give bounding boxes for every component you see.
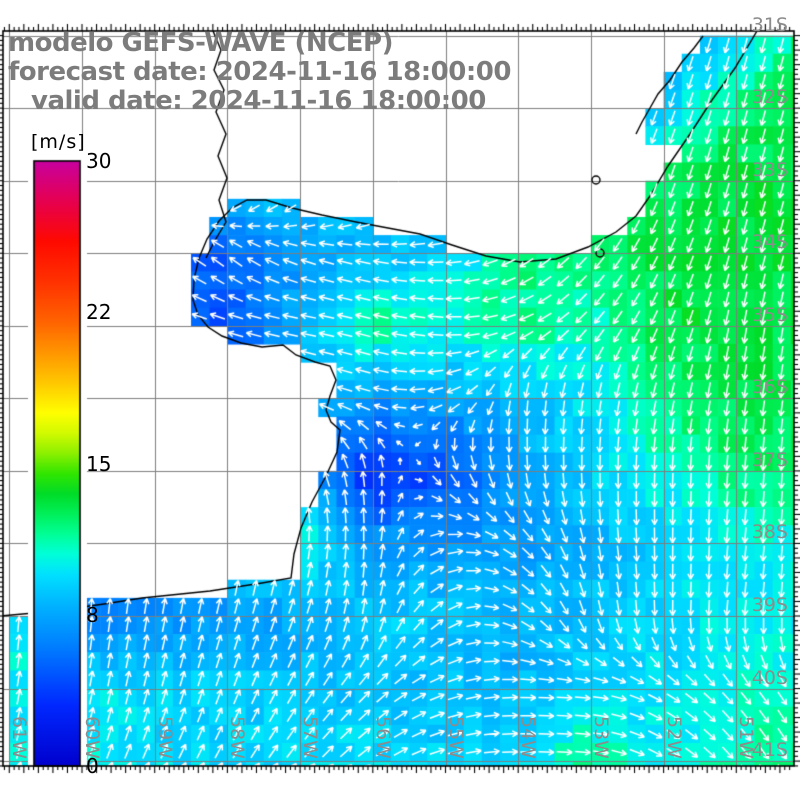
lat-label: 39S [751,594,788,616]
forecast-date-label: forecast date: 2024-11-16 18:00:00 [8,57,511,87]
lat-label: 31S [751,13,788,36]
lat-label: 36S [751,376,788,399]
lat-label: 38S [751,521,788,544]
lat-label: 33S [751,158,788,181]
model-title: modelo GEFS-WAVE (NCEP) [8,28,393,58]
lat-label: 41S [751,739,788,762]
lon-label: 53W [589,716,612,759]
lon-label: 61W [8,716,31,759]
lon-label: 56W [371,716,394,759]
colorbar-tick-label: 0 [86,754,99,778]
lat-label: 35S [751,303,788,326]
lat-label: 34S [751,231,788,254]
colorbar-tick-label: 8 [86,602,99,627]
colorbar-tick-label: 15 [86,451,112,476]
valid-date-label: valid date: 2024-11-16 18:00:00 [31,86,486,116]
colorbar-unit-label: [m/s] [31,131,86,153]
lon-label: 60W [81,716,103,759]
lon-label: 52W [662,716,685,759]
colorbar-tick-label: 30 [86,149,112,173]
lon-label: 51W [735,716,758,759]
lon-label: 58W [226,716,249,759]
lon-label: 57W [299,716,322,759]
lat-label: 37S [751,448,788,471]
lon-label: 55W [444,716,467,759]
lon-label: 54W [517,716,540,759]
lat-label: 32S [751,86,788,109]
lon-label: 59W [153,716,176,759]
lat-label: 40S [751,666,788,689]
colorbar-tick-label: 22 [86,300,112,325]
